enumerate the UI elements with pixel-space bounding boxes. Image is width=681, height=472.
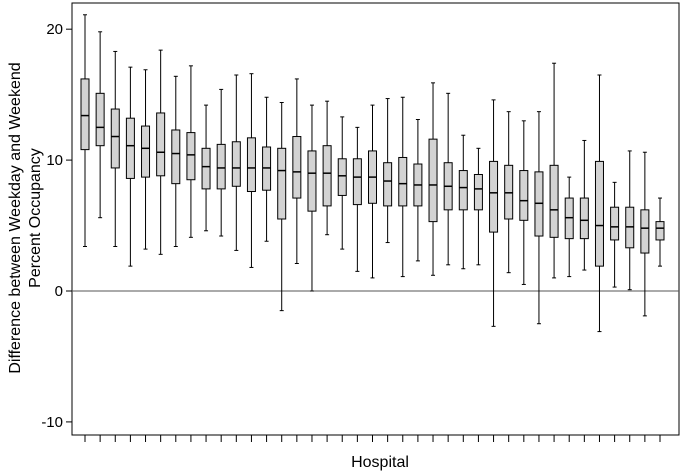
box-iqr	[141, 125, 151, 178]
box-iqr	[292, 136, 302, 199]
box-iqr	[383, 162, 393, 207]
box-iqr	[337, 158, 347, 196]
box-iqr	[428, 138, 438, 223]
box-iqr	[640, 209, 650, 254]
box-iqr	[594, 160, 604, 267]
y-tick-label: -10	[41, 414, 63, 431]
y-tick-label: 0	[55, 283, 63, 300]
box-iqr	[277, 147, 287, 220]
plot-frame	[71, 2, 680, 436]
box-iqr	[201, 147, 211, 190]
box-iqr	[519, 170, 529, 221]
y-tick-label: 20	[46, 21, 63, 38]
box-iqr	[352, 158, 362, 206]
box-iqr	[171, 129, 181, 185]
box-iqr	[655, 221, 665, 241]
box-iqr	[80, 78, 90, 151]
x-axis-label: Hospital	[351, 454, 409, 471]
box-iqr	[95, 92, 105, 147]
y-tick-label: 10	[46, 152, 63, 169]
box-iqr	[216, 143, 226, 190]
box-iqr	[125, 117, 135, 179]
box-iqr	[322, 145, 332, 207]
y-axis-label-line-2: Percent Occupancy	[27, 148, 44, 288]
box-iqr	[186, 132, 196, 181]
y-axis-label-line-1: Difference between Weekday and Weekend	[7, 62, 24, 373]
box-iqr	[307, 150, 317, 212]
box-iqr	[473, 173, 483, 211]
plot-layer: -10 0 10 20	[41, 2, 680, 442]
box-iqr	[110, 108, 120, 169]
box-iqr	[610, 206, 620, 241]
box-iqr	[398, 156, 408, 207]
box-iqr	[549, 164, 559, 238]
box-iqr	[246, 137, 256, 193]
box-iqr	[579, 197, 589, 240]
box-iqr	[458, 170, 468, 211]
box-iqr	[156, 112, 166, 177]
box-iqr	[231, 141, 241, 187]
box-iqr	[489, 160, 499, 233]
